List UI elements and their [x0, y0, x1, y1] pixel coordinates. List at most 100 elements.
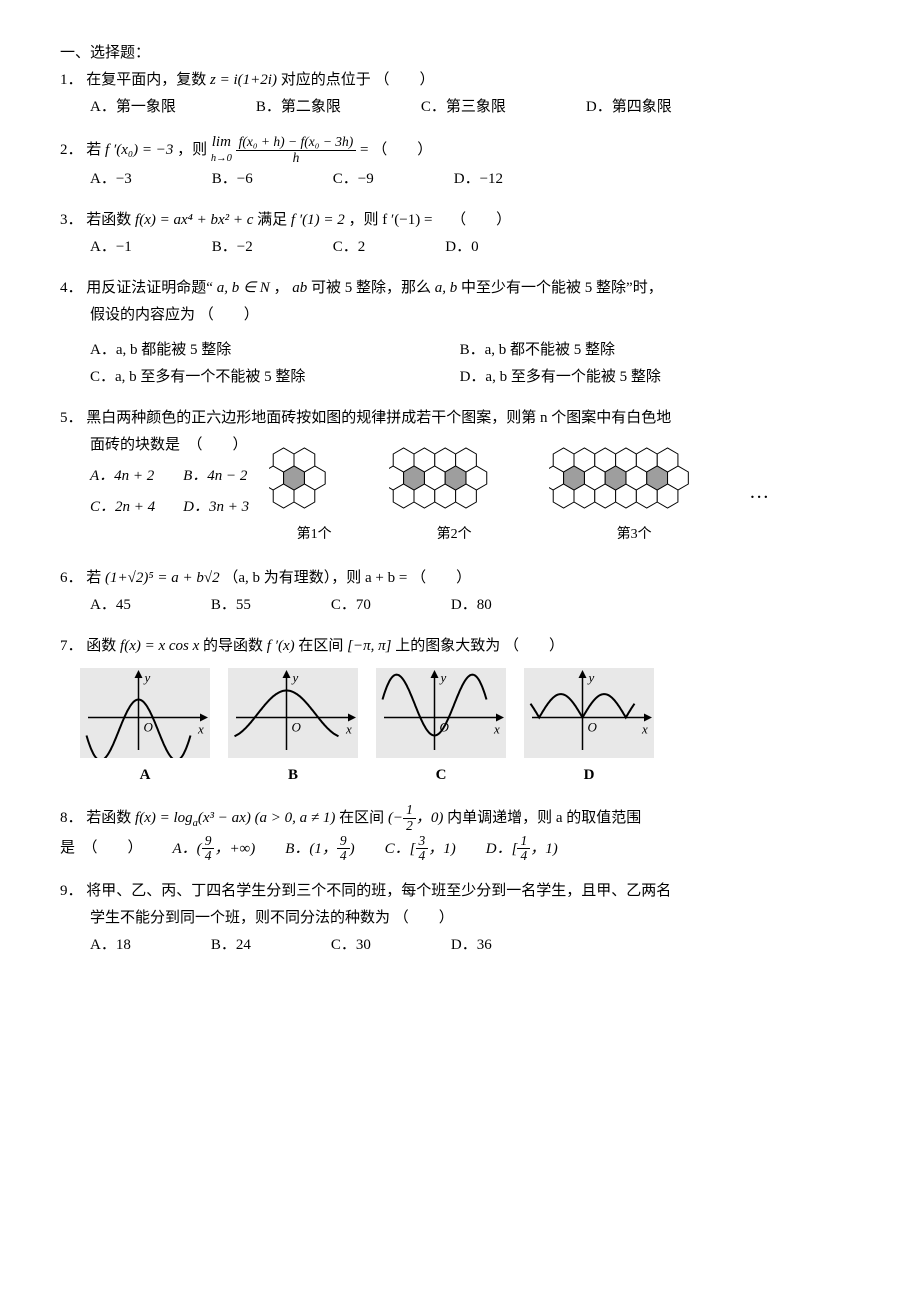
svg-text:x: x: [197, 721, 204, 736]
q3-num: 3．: [60, 212, 83, 228]
q4-l1-post: 中至少有一个能被 5 整除”时，: [461, 280, 663, 296]
q4-num: 4．: [60, 280, 83, 296]
q9-B[interactable]: B．24: [211, 932, 251, 959]
q2-C[interactable]: C．−9: [333, 166, 374, 193]
q3-paren: （ ）: [451, 212, 511, 228]
hex-label-1: 第1个: [269, 522, 359, 547]
q4-A[interactable]: A．a, b 都能被 5 整除: [90, 337, 460, 364]
q4-ab: ab: [292, 280, 307, 296]
q6-B[interactable]: B．55: [211, 592, 251, 619]
q8-C-den: 4: [416, 849, 429, 864]
q8-int-r: ，0): [416, 810, 444, 826]
q8-D[interactable]: D．[14，1): [486, 834, 558, 865]
q3-C[interactable]: C．2: [333, 234, 366, 261]
q4-B[interactable]: B．a, b 都不能被 5 整除: [460, 337, 830, 364]
q2-A[interactable]: A．−3: [90, 166, 132, 193]
q8-line2: 是 （ ）: [60, 835, 143, 862]
q9-C[interactable]: C．30: [331, 932, 371, 959]
q5-D[interactable]: D．3n + 3: [183, 494, 249, 521]
q6-paren: （ ）: [411, 570, 471, 586]
q2-post: =: [360, 142, 368, 158]
q6-C[interactable]: C．70: [331, 592, 371, 619]
q4-D[interactable]: D．a, b 至多有一个能被 5 整除: [460, 364, 830, 391]
graph-B[interactable]: yxO B: [228, 668, 358, 789]
q5-B[interactable]: B．4n − 2: [183, 463, 249, 490]
q8-A-pre: A．(: [173, 840, 202, 856]
q8-interval: (−12，0): [388, 810, 447, 826]
svg-text:O: O: [588, 719, 598, 734]
q7-interval: [−π, π]: [347, 638, 391, 654]
question-8: 8． 若函数 f(x) = loga(x³ − ax) (a > 0, a ≠ …: [60, 803, 860, 864]
q7-mid: 的导函数: [203, 638, 267, 654]
q1-B[interactable]: B．第二象限: [256, 94, 341, 121]
q7-num: 7．: [60, 638, 83, 654]
hex-pattern-3: 第3个: [549, 438, 719, 547]
q2-D[interactable]: D．−12: [454, 166, 503, 193]
q2-pre: 若: [86, 142, 105, 158]
q6-A[interactable]: A．45: [90, 592, 131, 619]
q4-l1-pre: 用反证法证明命题“: [86, 280, 213, 296]
q6-D[interactable]: D．80: [451, 592, 492, 619]
graph-A[interactable]: yxO A: [80, 668, 210, 789]
q9-A[interactable]: A．18: [90, 932, 131, 959]
q1-D[interactable]: D．第四象限: [586, 94, 672, 121]
q8-B-den: 4: [337, 849, 350, 864]
q4-sep1: ，: [274, 280, 293, 296]
q1-A[interactable]: A．第一象限: [90, 94, 176, 121]
svg-text:x: x: [493, 721, 500, 736]
q8-int-den: 2: [403, 819, 416, 834]
q8-func: f(x) = loga(x³ − ax) (a > 0, a ≠ 1): [135, 810, 339, 826]
q1-formula: z = i(1+2i): [210, 72, 277, 88]
q8-post: 内单调递增，则 a 的取值范围: [447, 810, 641, 826]
q9-D[interactable]: D．36: [451, 932, 492, 959]
question-3: 3． 若函数 f(x) = ax⁴ + bx² + c 满足 f ′(1) = …: [60, 207, 860, 261]
q8-int-l: (−: [388, 810, 403, 826]
q5-A[interactable]: A．4n + 2: [90, 463, 155, 490]
q2-B[interactable]: B．−6: [212, 166, 253, 193]
q8-C-pre: C．[: [385, 840, 416, 856]
q8-B[interactable]: B．(1，94): [285, 834, 354, 865]
q2-lim-word: lim: [212, 134, 231, 150]
q4-mid: 可被 5 整除，那么: [311, 280, 435, 296]
q6-num: 6．: [60, 570, 83, 586]
q9-paren: （ ）: [394, 910, 454, 926]
q2-paren: （ ）: [372, 142, 432, 158]
q6-pre: 若: [86, 570, 105, 586]
question-2: 2． 若 f ′(x₀) = −3 ，则 lim h→0 f(x₀ + h) −…: [60, 135, 860, 193]
q1-post: 对应的点位于: [281, 72, 371, 88]
graph-D[interactable]: yxO D: [524, 668, 654, 789]
graph-C[interactable]: yxO C: [376, 668, 506, 789]
question-1: 1． 在复平面内，复数 z = i(1+2i) 对应的点位于 （ ） A．第一象…: [60, 67, 860, 121]
q1-num: 1．: [60, 72, 83, 88]
question-7: 7． 函数 f(x) = x cos x 的导函数 f ′(x) 在区间 [−π…: [60, 633, 860, 789]
hex-pattern-1: 第1个: [269, 438, 359, 547]
svg-text:y: y: [587, 670, 595, 685]
q9-num: 9．: [60, 883, 83, 899]
q6-note: （a, b 为有理数），则 a + b =: [223, 570, 407, 586]
q3-B[interactable]: B．−2: [212, 234, 253, 261]
q1-C[interactable]: C．第三象限: [421, 94, 506, 121]
q2-mid: ，则: [177, 142, 211, 158]
hex-label-2: 第2个: [389, 522, 519, 547]
q8-D-num: 1: [517, 834, 530, 850]
q7-postpre: 在区间: [298, 638, 347, 654]
q9-l1: 将甲、乙、丙、丁四名学生分到三个不同的班，每个班至少分到一名学生，且甲、乙两名: [86, 883, 671, 899]
q4-C[interactable]: C．a, b 至多有一个不能被 5 整除: [90, 364, 460, 391]
q8-B-pre: B．(1，: [285, 840, 337, 856]
q4-abN: a, b ∈ N: [217, 280, 270, 296]
q8-A[interactable]: A．(94，+∞): [173, 834, 256, 865]
q3-A[interactable]: A．−1: [90, 234, 132, 261]
q8-C[interactable]: C．[34，1): [385, 834, 456, 865]
q2-num: 2．: [60, 142, 83, 158]
q5-C[interactable]: C．2n + 4: [90, 494, 155, 521]
q8-A-den: 4: [202, 849, 215, 864]
q5-l1: 黑白两种颜色的正六边形地面砖按如图的规律拼成若干个图案，则第 n 个图案中有白色…: [86, 410, 671, 426]
question-9: 9． 将甲、乙、丙、丁四名学生分到三个不同的班，每个班至少分到一名学生，且甲、乙…: [60, 878, 860, 959]
graph-label-B: B: [228, 762, 358, 789]
q7-paren: （ ）: [504, 638, 564, 654]
q1-paren: （ ）: [374, 72, 434, 88]
q6-expr: (1+√2)⁵ = a + b√2: [105, 570, 220, 586]
svg-text:x: x: [345, 721, 352, 736]
q3-D[interactable]: D．0: [445, 234, 478, 261]
q7-deriv: f ′(x): [267, 638, 295, 654]
